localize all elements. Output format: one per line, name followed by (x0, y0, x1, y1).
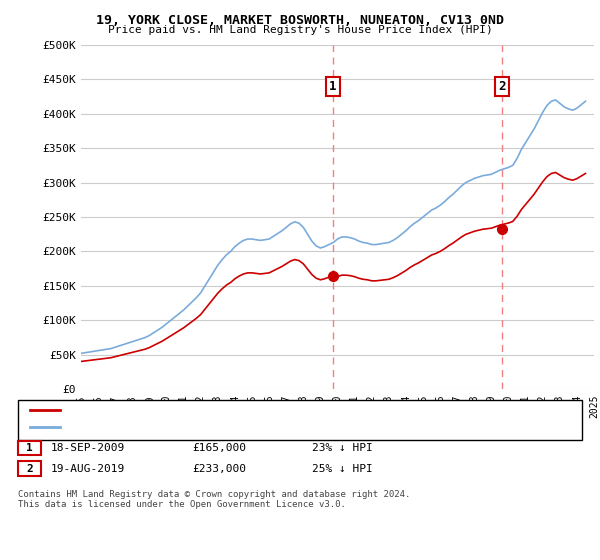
Text: 19, YORK CLOSE, MARKET BOSWORTH, NUNEATON, CV13 0ND: 19, YORK CLOSE, MARKET BOSWORTH, NUNEATO… (96, 14, 504, 27)
Text: Contains HM Land Registry data © Crown copyright and database right 2024.
This d: Contains HM Land Registry data © Crown c… (18, 490, 410, 510)
Text: 23% ↓ HPI: 23% ↓ HPI (312, 443, 373, 453)
Text: 18-SEP-2009: 18-SEP-2009 (51, 443, 125, 453)
Text: 1: 1 (26, 443, 33, 453)
Text: HPI: Average price, detached house, Hinckley and Bosworth: HPI: Average price, detached house, Hinc… (66, 422, 401, 432)
Text: £233,000: £233,000 (192, 464, 246, 474)
Text: 19-AUG-2019: 19-AUG-2019 (51, 464, 125, 474)
Text: 1: 1 (329, 80, 337, 92)
Text: 25% ↓ HPI: 25% ↓ HPI (312, 464, 373, 474)
Text: Price paid vs. HM Land Registry's House Price Index (HPI): Price paid vs. HM Land Registry's House … (107, 25, 493, 35)
Text: 2: 2 (26, 464, 33, 474)
Text: £165,000: £165,000 (192, 443, 246, 453)
Text: 19, YORK CLOSE, MARKET BOSWORTH, NUNEATON, CV13 0ND (detached house): 19, YORK CLOSE, MARKET BOSWORTH, NUNEATO… (66, 405, 466, 416)
Text: 2: 2 (499, 80, 506, 92)
